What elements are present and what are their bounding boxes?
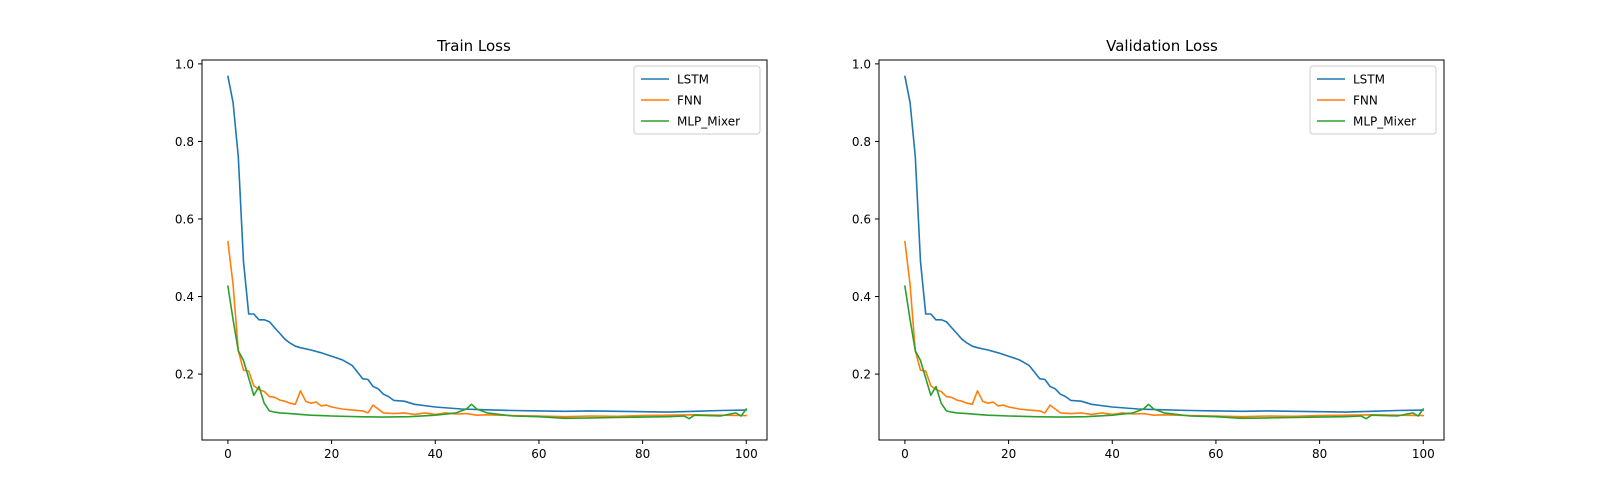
train-loss-x-tick-label: 100 — [735, 447, 758, 461]
train-loss-y-tick-label: 0.2 — [175, 368, 194, 382]
validation-loss-y-tick-label: 0.8 — [852, 135, 871, 149]
train-loss-plot-lines — [227, 75, 748, 420]
validation-loss-y-tick-label: 0.2 — [852, 368, 871, 382]
train-loss-axes: Train Loss 0 20 40 60 80 100 0.2 0.4 0.6 0.8 1.0 L… — [175, 37, 768, 461]
validation-loss-x-tick-label: 60 — [1208, 447, 1223, 461]
train-loss-legend: LSTM FNN MLP_Mixer — [633, 65, 761, 135]
validation-loss-y-tick-label: 1.0 — [852, 57, 871, 71]
validation-loss-axes: Validation Loss 0 20 40 60 80 100 0.2 0.4 0.6 0.8… — [852, 37, 1445, 461]
train-loss-series-line-mlp-mixer — [227, 285, 748, 420]
train-loss-x-tick-label: 80 — [635, 447, 650, 461]
train-loss-y-tick-label: 1.0 — [175, 57, 194, 71]
validation-loss-ticks: 0 20 40 60 80 100 0.2 0.4 0.6 0.8 1.0 — [852, 57, 1435, 461]
validation-loss-legend: LSTM FNN MLP_Mixer — [1309, 65, 1437, 135]
validation-loss-y-tick-label: 0.4 — [852, 290, 871, 304]
validation-loss-x-tick-label: 20 — [1001, 447, 1016, 461]
validation-loss-title: Validation Loss — [1106, 37, 1218, 55]
validation-loss-x-tick-label: 40 — [1105, 447, 1120, 461]
validation-loss-legend-lstm-label: LSTM — [1353, 73, 1385, 87]
train-loss-title: Train Loss — [436, 37, 511, 55]
validation-loss-plot-lines — [904, 75, 1425, 420]
validation-loss-frame — [878, 59, 1445, 441]
train-loss-x-tick-label: 0 — [224, 447, 232, 461]
validation-loss-legend-box — [1309, 65, 1437, 135]
validation-loss-legend-fnn-label: FNN — [1353, 94, 1378, 108]
train-loss-x-tick-label: 40 — [428, 447, 443, 461]
train-loss-series-line-lstm — [227, 75, 748, 413]
validation-loss-x-tick-label: 0 — [901, 447, 909, 461]
validation-loss-x-tick-label: 100 — [1412, 447, 1435, 461]
validation-loss-legend-mlp-mixer-label: MLP_Mixer — [1353, 115, 1416, 129]
train-loss-x-tick-label: 20 — [324, 447, 339, 461]
train-loss-y-tick-label: 0.4 — [175, 290, 194, 304]
train-loss-legend-fnn-label: FNN — [677, 94, 702, 108]
train-loss-x-tick-label: 60 — [531, 447, 546, 461]
train-loss-legend-lstm-label: LSTM — [677, 73, 709, 87]
validation-loss-series-line-fnn — [904, 240, 1425, 418]
validation-loss-y-tick-label: 0.6 — [852, 212, 871, 226]
validation-loss-x-tick-label: 80 — [1312, 447, 1327, 461]
train-loss-legend-mlp-mixer-label: MLP_Mixer — [677, 115, 740, 129]
train-loss-ticks: 0 20 40 60 80 100 0.2 0.4 0.6 0.8 1.0 — [175, 57, 758, 461]
validation-loss-series-line-lstm — [904, 75, 1425, 413]
train-loss-y-tick-label: 0.6 — [175, 212, 194, 226]
train-loss-series-line-fnn — [227, 240, 748, 418]
train-loss-y-tick-label: 0.8 — [175, 135, 194, 149]
train-loss-frame — [201, 59, 768, 441]
validation-loss-series-line-mlp-mixer — [904, 285, 1425, 420]
train-loss-legend-box — [633, 65, 761, 135]
